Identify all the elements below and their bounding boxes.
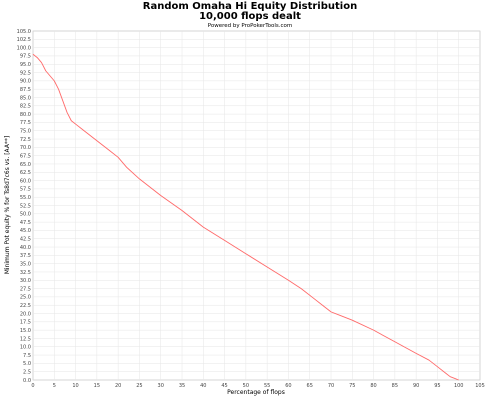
- x-tick-label: 50: [243, 383, 249, 389]
- y-tick-label: 82.5: [20, 104, 31, 110]
- y-tick-label: 42.5: [20, 237, 31, 243]
- x-tick-label: 85: [392, 383, 398, 389]
- y-tick-label: 0.0: [23, 378, 31, 384]
- y-tick-label: 5.0: [23, 361, 31, 367]
- y-tick-label: 72.5: [20, 137, 31, 143]
- y-tick-label: 50.0: [20, 212, 31, 218]
- y-tick-label: 55.0: [20, 195, 31, 201]
- y-tick-label: 75.0: [20, 129, 31, 135]
- y-tick-label: 57.5: [20, 187, 31, 193]
- y-tick-label: 62.5: [20, 170, 31, 176]
- x-tick-label: 15: [94, 383, 100, 389]
- y-tick-label: 37.5: [20, 253, 31, 259]
- y-tick-label: 45.0: [20, 228, 31, 234]
- y-tick-label: 77.5: [20, 120, 31, 126]
- y-tick-label: 10.0: [20, 345, 31, 351]
- x-tick-label: 0: [31, 383, 34, 389]
- y-tick-label: 20.0: [20, 311, 31, 317]
- x-tick-label: 25: [136, 383, 142, 389]
- x-tick-label: 90: [413, 383, 419, 389]
- x-tick-label: 100: [454, 383, 464, 389]
- x-tick-label: 30: [158, 383, 164, 389]
- y-tick-label: 97.5: [20, 54, 31, 60]
- x-tick-label: 80: [370, 383, 376, 389]
- x-tick-label: 5: [53, 383, 56, 389]
- y-tick-label: 85.0: [20, 95, 31, 101]
- x-tick-label: 70: [328, 383, 334, 389]
- x-tick-label: 40: [200, 383, 206, 389]
- y-tick-label: 22.5: [20, 303, 31, 309]
- y-tick-label: 47.5: [20, 220, 31, 226]
- y-tick-label: 2.5: [23, 369, 31, 375]
- y-tick-label: 30.0: [20, 278, 31, 284]
- x-tick-label: 60: [285, 383, 291, 389]
- grid-lines: [32, 30, 481, 381]
- chart-title: Random Omaha Hi Equity Distribution: [143, 1, 357, 12]
- chart-subtitle: 10,000 flops dealt: [199, 11, 301, 22]
- y-tick-label: 67.5: [20, 153, 31, 159]
- series-line: [32, 53, 459, 381]
- y-tick-label: 15.0: [20, 328, 31, 334]
- x-tick-label: 20: [115, 383, 121, 389]
- y-tick-label: 40.0: [20, 245, 31, 251]
- y-tick-label: 90.0: [20, 79, 31, 85]
- y-axis-label: Minimum Pot equity % for Ts8d7c6s vs. [A…: [4, 136, 11, 275]
- x-tick-label: 35: [179, 383, 185, 389]
- y-tick-label: 95.0: [20, 62, 31, 68]
- y-tick-label: 92.5: [20, 70, 31, 76]
- x-tick-label: 65: [307, 383, 313, 389]
- x-tick-label: 10: [72, 383, 78, 389]
- y-tick-label: 12.5: [20, 336, 31, 342]
- y-tick-label: 17.5: [20, 320, 31, 326]
- y-tick-label: 80.0: [20, 112, 31, 118]
- y-tick-label: 87.5: [20, 87, 31, 93]
- y-tick-label: 32.5: [20, 270, 31, 276]
- y-tick-label: 35.0: [20, 261, 31, 267]
- x-tick-label: 75: [349, 383, 355, 389]
- x-tick-label: 45: [221, 383, 227, 389]
- y-tick-label: 102.5: [17, 37, 31, 43]
- x-axis-ticks: 0 5 10 15 20 25 30 35 40 45 50 55 60 65 70 75 80 85 90 95 10…: [31, 383, 484, 389]
- y-tick-label: 60.0: [20, 178, 31, 184]
- x-tick-label: 55: [264, 383, 270, 389]
- x-tick-label: 105: [475, 383, 485, 389]
- y-tick-label: 105.0: [17, 29, 31, 35]
- y-tick-label: 27.5: [20, 286, 31, 292]
- y-tick-label: 52.5: [20, 203, 31, 209]
- y-tick-label: 25.0: [20, 295, 31, 301]
- y-tick-label: 100.0: [17, 45, 31, 51]
- y-axis-ticks: 0.0 2.5 5.0 7.5 10.0 12.5 15.0 17.5 20.0 22.5 25.0…: [17, 29, 31, 384]
- chart-credit: Powered by ProPokerTools.com: [208, 23, 293, 29]
- y-tick-label: 70.0: [20, 145, 31, 151]
- y-tick-label: 7.5: [23, 353, 31, 359]
- series-group: [32, 53, 459, 381]
- x-axis-label: Percentage of flops: [227, 389, 285, 396]
- x-tick-label: 95: [434, 383, 440, 389]
- y-tick-label: 65.0: [20, 162, 31, 168]
